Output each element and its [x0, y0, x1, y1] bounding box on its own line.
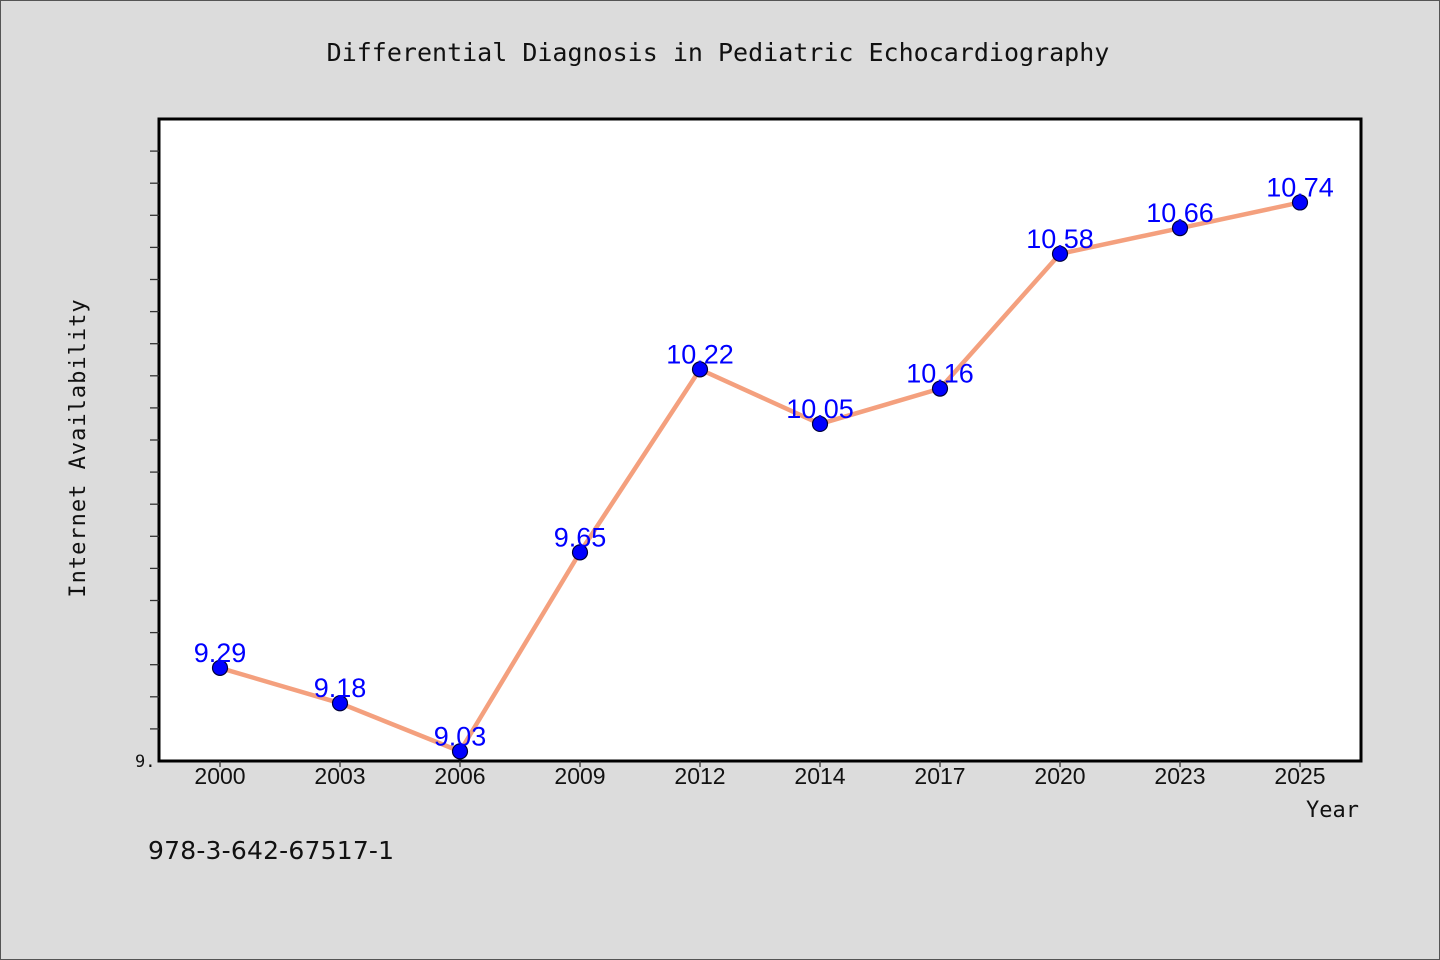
- x-tick-label: 2023: [1154, 763, 1205, 789]
- data-point: [1291, 194, 1309, 211]
- chart-title: Differential Diagnosis in Pediatric Echo…: [327, 38, 1110, 67]
- data-point: [211, 659, 229, 677]
- y-axis-label: Internet Availability: [66, 298, 91, 597]
- x-tick-label: 2017: [914, 763, 965, 789]
- isbn-text: 978-3-642-67517-1: [148, 836, 395, 865]
- plot-area: [157, 117, 1363, 763]
- data-point: [331, 695, 349, 712]
- data-label: 9.03: [434, 721, 487, 751]
- x-tick-label: 2025: [1274, 763, 1325, 789]
- x-tick-label: 2020: [1034, 763, 1085, 789]
- data-point: [1051, 245, 1069, 262]
- data-point: [691, 361, 709, 378]
- series-line: [219, 200, 1301, 754]
- data-point: [571, 544, 589, 561]
- data-label: 9.65: [554, 522, 607, 552]
- x-tick-label: 2012: [674, 763, 725, 789]
- x-axis-ticks: 2000 2003 2006 2009 2012 2014 2017 2020 2023 2025: [194, 761, 1326, 789]
- x-axis-label: Year: [1306, 798, 1359, 823]
- data-label: 10.22: [666, 339, 734, 369]
- data-point: [931, 380, 949, 397]
- data-labels: 9.29 9.18 9.03 9.65 10.22 10.05 10.16 10.58 10.6…: [194, 172, 1334, 751]
- y-axis-ticks: [150, 150, 159, 730]
- x-tick-label: 2000: [194, 763, 245, 789]
- x-tick-label: 2006: [434, 763, 485, 789]
- data-label: 9.18: [314, 673, 367, 703]
- data-label: 9.29: [194, 638, 247, 668]
- x-tick-label: 2009: [554, 763, 605, 789]
- data-label: 10.74: [1266, 172, 1334, 202]
- data-label: 10.58: [1026, 224, 1094, 254]
- data-label: 10.16: [906, 359, 974, 389]
- data-point: [451, 743, 469, 760]
- x-tick-label: 2014: [794, 763, 845, 789]
- data-label: 10.66: [1146, 198, 1214, 228]
- series-line-group: [219, 200, 1301, 754]
- x-tick-label: 2003: [314, 763, 365, 789]
- y-tick-label: 9.: [135, 752, 155, 772]
- data-label: 10.05: [786, 394, 854, 424]
- data-point: [1171, 220, 1189, 237]
- data-point: [811, 415, 829, 433]
- data-markers: [211, 194, 1309, 760]
